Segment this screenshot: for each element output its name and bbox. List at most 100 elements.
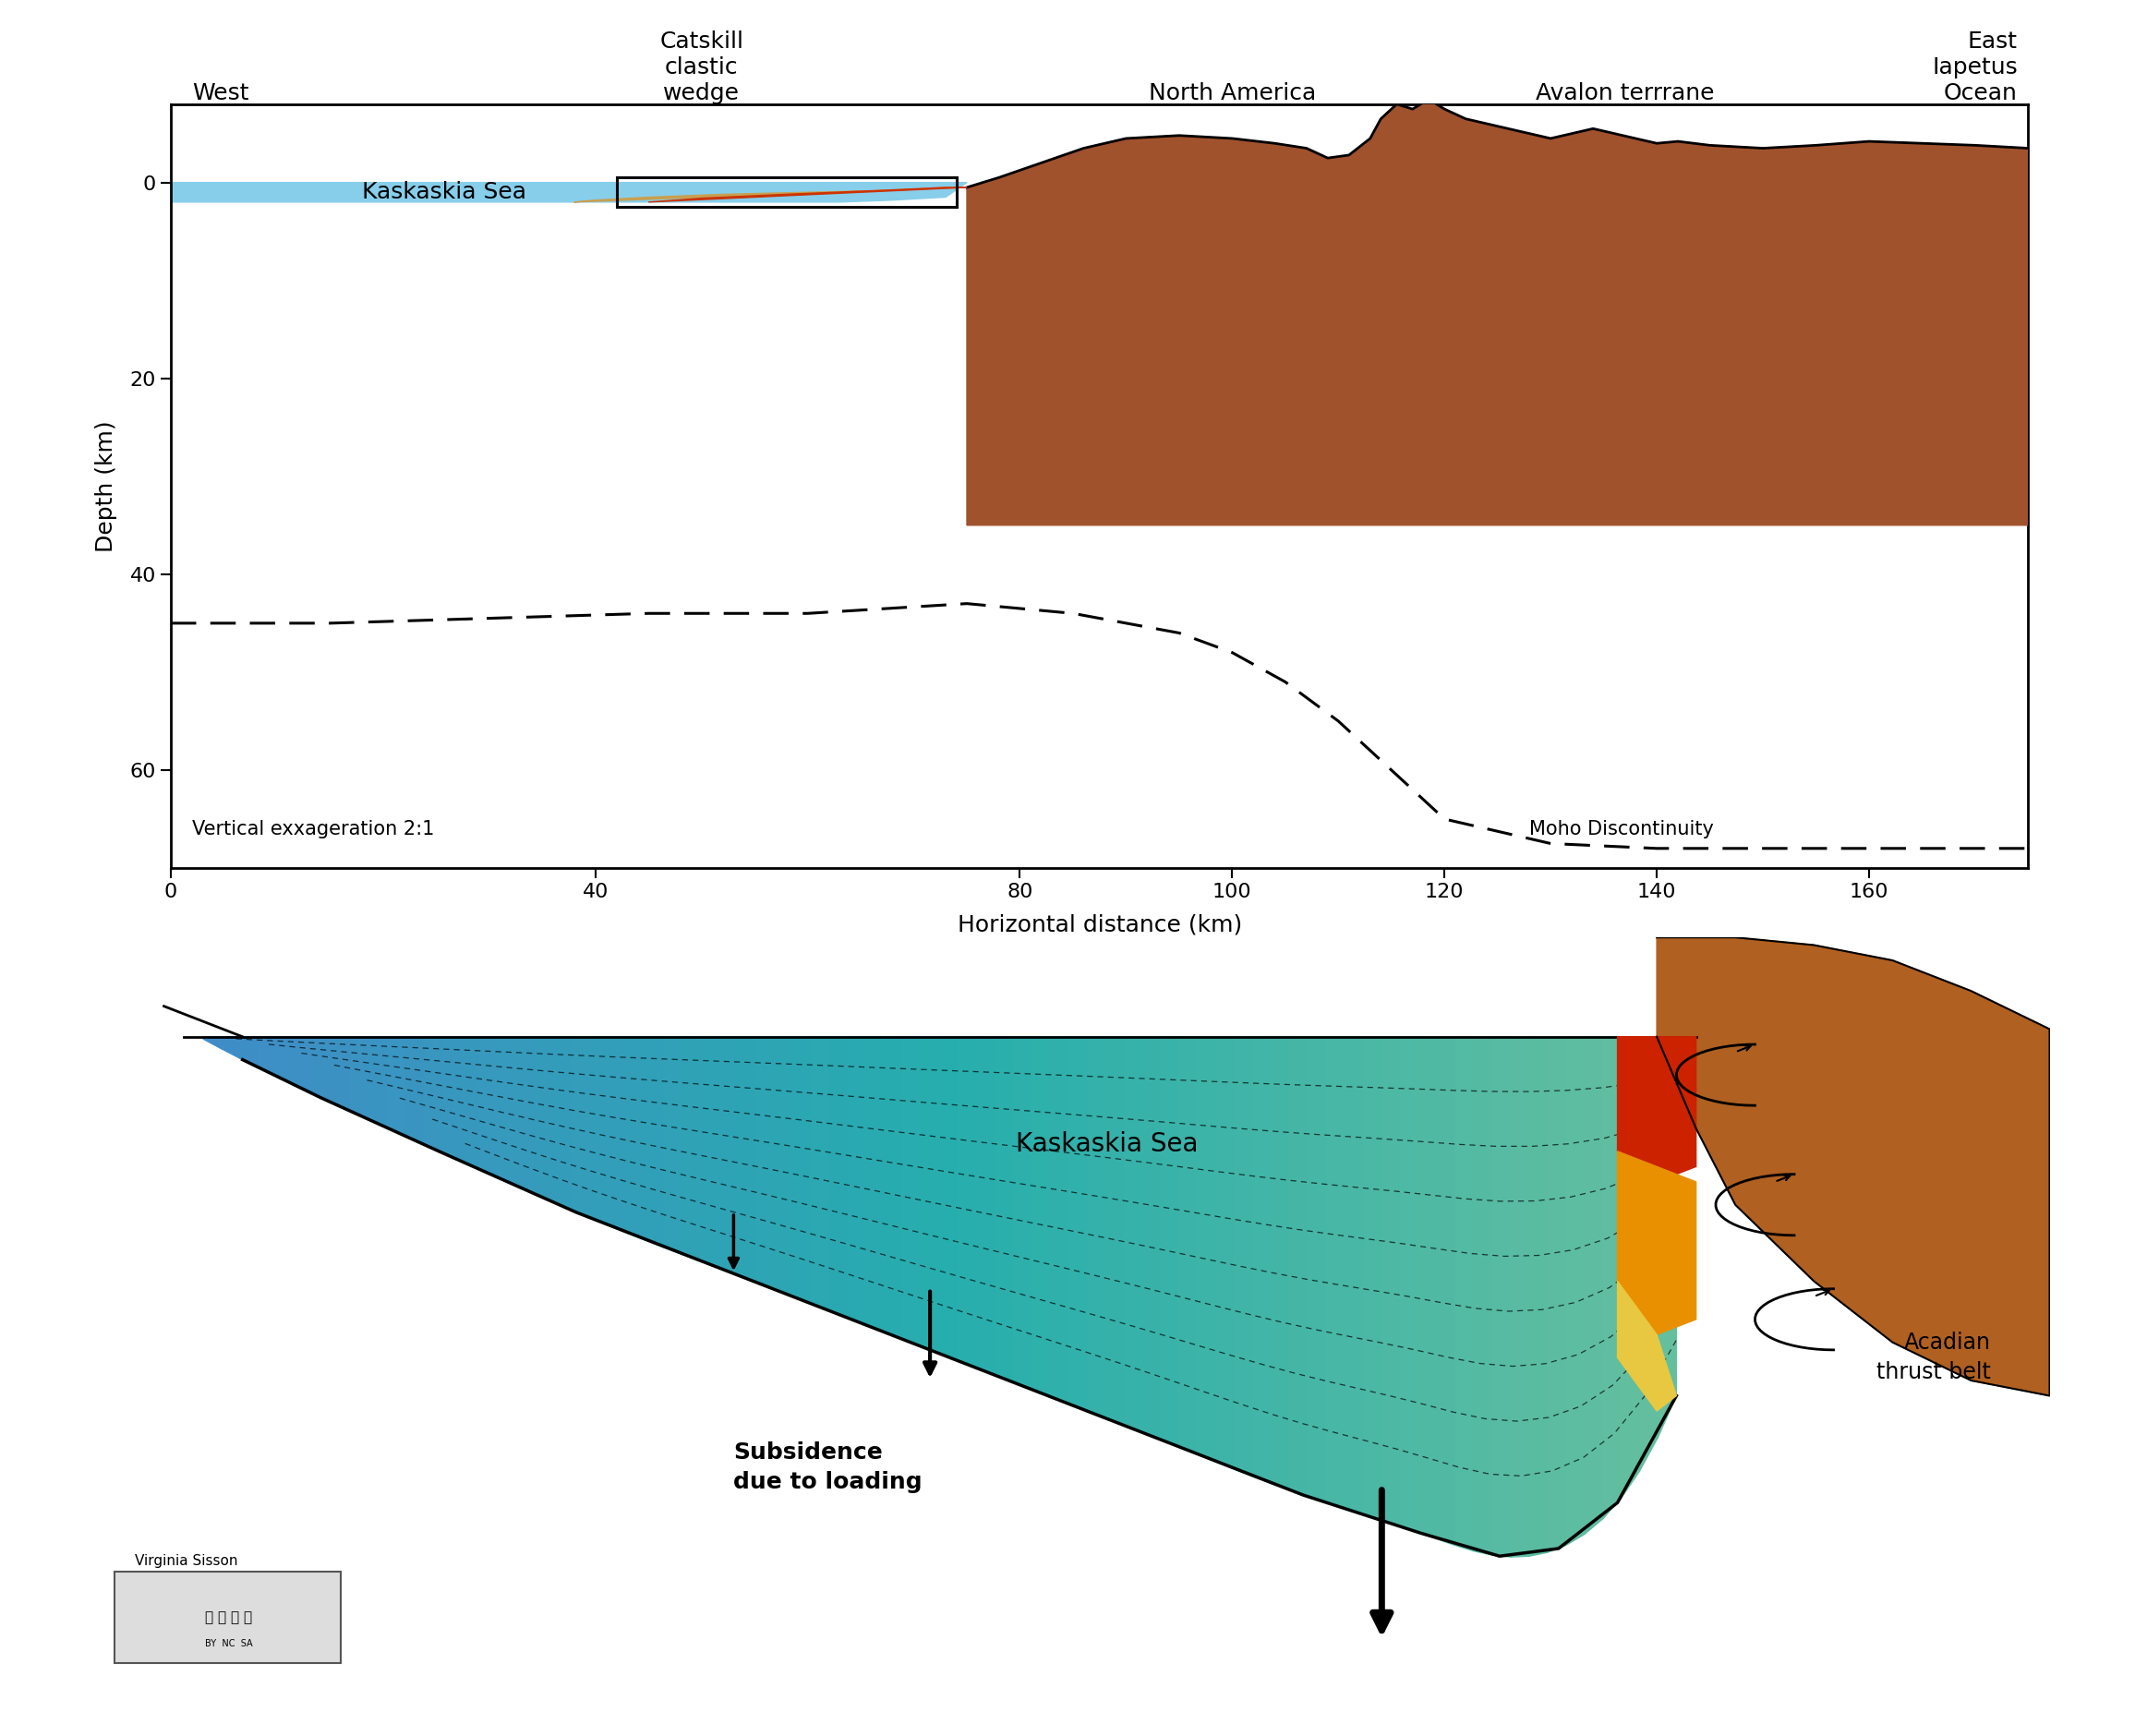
Polygon shape: [649, 187, 967, 201]
Polygon shape: [628, 1036, 645, 1240]
Polygon shape: [1179, 1036, 1198, 1455]
Polygon shape: [828, 1036, 848, 1318]
Polygon shape: [959, 1036, 976, 1368]
Polygon shape: [737, 1036, 756, 1283]
Y-axis label: Depth (km): Depth (km): [94, 420, 117, 552]
Polygon shape: [1217, 1036, 1234, 1469]
Polygon shape: [1381, 1036, 1401, 1526]
Text: Moho Discontinuity: Moho Discontinuity: [1529, 819, 1714, 838]
Polygon shape: [1031, 1036, 1050, 1396]
Polygon shape: [314, 1036, 333, 1102]
Polygon shape: [386, 1036, 406, 1137]
Polygon shape: [1345, 1036, 1364, 1514]
Polygon shape: [1309, 1036, 1326, 1503]
Polygon shape: [203, 1036, 222, 1049]
Polygon shape: [1106, 1036, 1123, 1425]
Polygon shape: [258, 1036, 278, 1076]
Polygon shape: [1070, 1036, 1087, 1411]
Text: Subsidence
due to loading: Subsidence due to loading: [734, 1441, 922, 1493]
Polygon shape: [664, 1036, 681, 1255]
Polygon shape: [1548, 1036, 1565, 1552]
Polygon shape: [922, 1036, 939, 1354]
Polygon shape: [1418, 1036, 1437, 1540]
Polygon shape: [1529, 1036, 1548, 1555]
Text: North America: North America: [1149, 82, 1315, 104]
Polygon shape: [1565, 1036, 1584, 1545]
Polygon shape: [406, 1036, 425, 1144]
Polygon shape: [333, 1036, 350, 1111]
Polygon shape: [553, 1036, 572, 1210]
Polygon shape: [1234, 1036, 1253, 1477]
Polygon shape: [1290, 1036, 1309, 1496]
Polygon shape: [681, 1036, 700, 1262]
Polygon shape: [1326, 1036, 1345, 1509]
X-axis label: Horizontal distance (km): Horizontal distance (km): [956, 915, 1243, 936]
Polygon shape: [1742, 182, 2028, 231]
Polygon shape: [1657, 937, 2050, 1396]
Bar: [115, 1571, 342, 1663]
Text: Vertical exxageration 2:1: Vertical exxageration 2:1: [192, 819, 433, 838]
Polygon shape: [425, 1036, 442, 1153]
Polygon shape: [719, 1036, 737, 1276]
Polygon shape: [1014, 1036, 1031, 1389]
Polygon shape: [295, 1036, 314, 1094]
Polygon shape: [480, 1036, 497, 1179]
Polygon shape: [645, 1036, 664, 1248]
Polygon shape: [1659, 1036, 1676, 1437]
Polygon shape: [222, 1036, 239, 1059]
Text: BY  NC  SA: BY NC SA: [205, 1639, 252, 1649]
Polygon shape: [1401, 1036, 1418, 1533]
Polygon shape: [572, 1036, 589, 1219]
Polygon shape: [848, 1036, 867, 1325]
Polygon shape: [967, 99, 2028, 526]
Bar: [617, 177, 956, 207]
Polygon shape: [995, 1036, 1014, 1382]
Text: East
Iapetus
Ocean: East Iapetus Ocean: [1932, 31, 2018, 104]
Polygon shape: [1618, 1281, 1676, 1411]
Polygon shape: [976, 1036, 995, 1375]
Polygon shape: [1456, 1036, 1473, 1550]
Polygon shape: [884, 1036, 903, 1340]
Text: West: West: [192, 82, 250, 104]
Polygon shape: [775, 1036, 792, 1297]
Polygon shape: [1364, 1036, 1381, 1521]
Polygon shape: [1270, 1036, 1290, 1489]
Polygon shape: [369, 1036, 386, 1128]
Polygon shape: [608, 1036, 628, 1233]
Polygon shape: [1437, 1036, 1456, 1545]
Polygon shape: [1584, 1036, 1603, 1535]
Text: Acadian
thrust belt: Acadian thrust belt: [1877, 1332, 1990, 1384]
Text: Virginia Sisson: Virginia Sisson: [135, 1554, 237, 1568]
Text: Avalon terrrane: Avalon terrrane: [1535, 82, 1714, 104]
Polygon shape: [1618, 1036, 1695, 1182]
Polygon shape: [1198, 1036, 1217, 1462]
Polygon shape: [811, 1036, 828, 1311]
Polygon shape: [1512, 1036, 1529, 1557]
Polygon shape: [239, 1036, 258, 1068]
Polygon shape: [350, 1036, 369, 1120]
Text: Catskill
clastic
wedge: Catskill clastic wedge: [660, 31, 743, 104]
Polygon shape: [1620, 1036, 1640, 1498]
Polygon shape: [171, 182, 967, 201]
Polygon shape: [278, 1036, 295, 1085]
Polygon shape: [1603, 1036, 1620, 1519]
Text: ⓒ ⓘ Ⓢ Ⓢ: ⓒ ⓘ Ⓢ Ⓢ: [205, 1611, 252, 1625]
Polygon shape: [1253, 1036, 1270, 1484]
Polygon shape: [1050, 1036, 1070, 1403]
Polygon shape: [700, 1036, 719, 1269]
Text: Kaskaskia Sea: Kaskaskia Sea: [361, 181, 525, 203]
Polygon shape: [903, 1036, 922, 1347]
Polygon shape: [867, 1036, 884, 1332]
Polygon shape: [756, 1036, 775, 1290]
Polygon shape: [1123, 1036, 1142, 1432]
Polygon shape: [534, 1036, 553, 1203]
Polygon shape: [589, 1036, 608, 1226]
Text: Kaskaskia Sea: Kaskaskia Sea: [1016, 1130, 1198, 1156]
Polygon shape: [517, 1036, 534, 1194]
Polygon shape: [1640, 1036, 1659, 1470]
Polygon shape: [1087, 1036, 1106, 1418]
Polygon shape: [442, 1036, 461, 1161]
Polygon shape: [1492, 1036, 1512, 1557]
Polygon shape: [939, 1036, 959, 1361]
Polygon shape: [461, 1036, 480, 1170]
